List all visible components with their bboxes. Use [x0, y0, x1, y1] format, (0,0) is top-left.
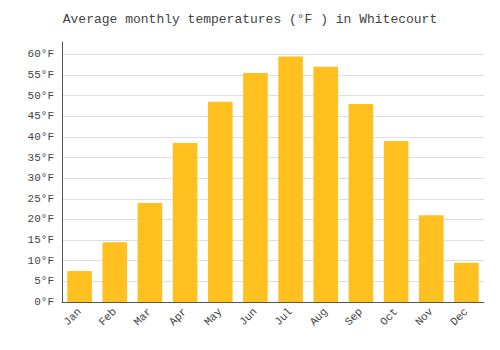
svg-text:55°F: 55°F: [28, 69, 54, 81]
svg-text:Aug: Aug: [308, 306, 330, 328]
svg-text:15°F: 15°F: [28, 234, 54, 246]
svg-text:45°F: 45°F: [28, 110, 54, 122]
svg-text:25°F: 25°F: [28, 193, 54, 205]
svg-text:40°F: 40°F: [28, 131, 54, 143]
svg-text:Dec: Dec: [448, 306, 470, 328]
svg-text:Average monthly temperatures (: Average monthly temperatures (°F ) in Wh…: [63, 12, 437, 27]
svg-text:Jun: Jun: [237, 306, 259, 328]
svg-text:35°F: 35°F: [28, 152, 54, 164]
svg-text:Mar: Mar: [132, 306, 154, 328]
svg-text:10°F: 10°F: [28, 255, 54, 267]
svg-text:Apr: Apr: [167, 306, 189, 328]
svg-text:5°F: 5°F: [34, 275, 54, 287]
svg-text:50°F: 50°F: [28, 90, 54, 102]
svg-text:Sep: Sep: [343, 306, 365, 328]
svg-text:May: May: [202, 305, 225, 328]
svg-text:0°F: 0°F: [34, 296, 54, 308]
svg-text:Oct: Oct: [378, 306, 400, 328]
svg-text:20°F: 20°F: [28, 213, 54, 225]
svg-text:30°F: 30°F: [28, 172, 54, 184]
svg-text:Nov: Nov: [413, 305, 436, 328]
svg-text:60°F: 60°F: [28, 48, 54, 60]
svg-text:Feb: Feb: [97, 306, 119, 328]
svg-text:Jul: Jul: [272, 306, 294, 328]
svg-text:Jan: Jan: [61, 306, 83, 328]
